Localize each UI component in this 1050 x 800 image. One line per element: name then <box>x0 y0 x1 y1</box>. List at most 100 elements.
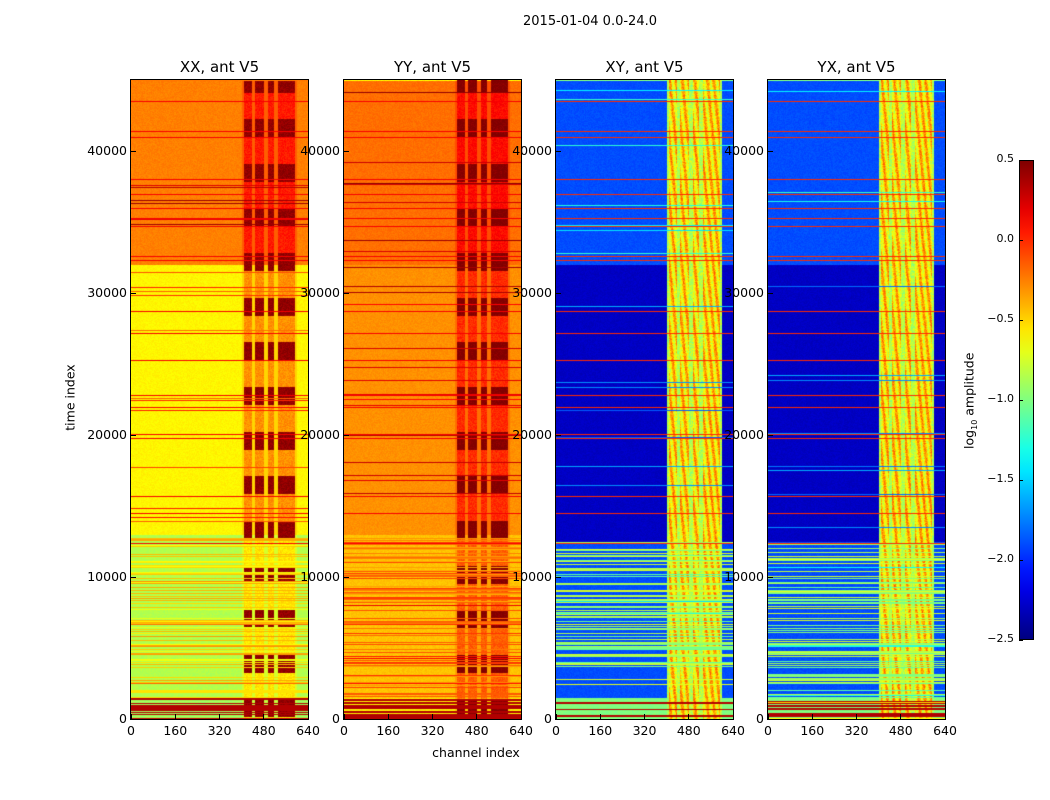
heatmap-panel-2: XY, ant V5 0 160 320 480 640 0 10000 20000 30000 4… <box>512 58 745 738</box>
x-tick <box>644 714 645 719</box>
x-tick-label: 160 <box>376 723 401 738</box>
x-tick <box>688 714 690 719</box>
x-tick-label: 320 <box>207 723 232 738</box>
colorbar-tick <box>1019 320 1023 321</box>
axes-frame <box>555 79 734 720</box>
x-axis-label: channel index <box>432 745 520 760</box>
heatmap-image <box>768 80 945 719</box>
axes-frame <box>767 79 946 720</box>
x-tick <box>944 714 946 719</box>
x-tick-label: 480 <box>251 723 276 738</box>
x-tick <box>767 714 769 719</box>
y-tick <box>556 434 561 436</box>
y-tick <box>131 576 136 578</box>
x-tick <box>343 714 345 719</box>
colorbar-tick-label: 0.0 <box>996 232 1015 245</box>
colorbar-tick-label: −1.5 <box>987 472 1014 485</box>
y-tick-label: 30000 <box>724 285 764 300</box>
y-tick <box>131 434 136 436</box>
y-tick-label: 40000 <box>724 143 764 158</box>
panel-title: XY, ant V5 <box>605 58 684 76</box>
x-tick <box>174 714 176 719</box>
y-tick-label: 30000 <box>300 285 340 300</box>
y-tick <box>768 576 773 578</box>
x-tick <box>520 714 522 719</box>
heatmap-image <box>344 80 521 719</box>
y-tick-label: 10000 <box>724 569 764 584</box>
x-tick-label: 640 <box>933 723 957 738</box>
x-tick-label: 640 <box>721 723 745 738</box>
x-tick-label: 480 <box>464 723 489 738</box>
x-tick <box>387 714 389 719</box>
y-tick-label: 0 <box>544 711 552 726</box>
y-tick-label: 30000 <box>512 285 552 300</box>
y-tick <box>556 576 561 578</box>
x-tick <box>307 714 309 719</box>
y-tick <box>131 150 136 152</box>
x-tick-label: 160 <box>588 723 613 738</box>
y-tick-label: 10000 <box>300 569 340 584</box>
x-tick-label: 320 <box>632 723 657 738</box>
colorbar-label: log10 amplitude <box>961 352 979 449</box>
x-tick-label: 320 <box>420 723 445 738</box>
panel-title: XX, ant V5 <box>179 58 260 76</box>
colorbar-tick <box>1019 400 1023 401</box>
y-tick <box>344 718 349 720</box>
x-tick <box>263 714 265 719</box>
axes-frame <box>130 79 309 720</box>
colorbar-tick-label: −2.5 <box>987 632 1014 645</box>
x-tick <box>732 714 734 719</box>
y-tick <box>344 292 349 294</box>
y-tick <box>768 718 773 720</box>
y-tick-label: 40000 <box>512 143 552 158</box>
colorbar-tick <box>1019 560 1023 561</box>
y-tick <box>344 576 349 578</box>
x-tick-label: 0 <box>127 723 135 738</box>
y-tick-label: 20000 <box>512 427 552 442</box>
y-tick-label: 30000 <box>87 285 127 300</box>
x-tick <box>555 714 557 719</box>
heatmap-panel-0: XX, ant V5 0 160 320 480 640 0 10000 20000 30000 4… <box>87 58 320 738</box>
axes-frame <box>343 79 522 720</box>
x-tick <box>476 714 478 719</box>
y-tick <box>768 292 773 294</box>
x-tick <box>599 714 601 719</box>
y-tick <box>768 434 773 436</box>
y-tick-label: 10000 <box>512 569 552 584</box>
y-tick <box>556 150 561 152</box>
x-tick <box>900 714 902 719</box>
y-tick-label: 40000 <box>300 143 340 158</box>
heatmap-panel-3: YX, ant V5 0 160 320 480 640 0 10000 20000 30000 4… <box>724 58 957 738</box>
y-tick <box>768 150 773 152</box>
x-tick-label: 640 <box>509 723 533 738</box>
colorbar-tick <box>1019 160 1023 161</box>
colorbar-tick-label: −2.0 <box>987 552 1014 565</box>
y-tick-label: 0 <box>119 711 127 726</box>
panel-title: YX, ant V5 <box>817 58 896 76</box>
y-tick <box>556 292 561 294</box>
y-tick-label: 10000 <box>87 569 127 584</box>
x-tick-label: 320 <box>844 723 869 738</box>
x-tick-label: 0 <box>340 723 348 738</box>
y-tick-label: 0 <box>332 711 340 726</box>
heatmap-panel-1: YY, ant V5 0 160 320 480 640 0 10000 20000 30000 4… <box>300 58 533 738</box>
x-tick <box>811 714 813 719</box>
colorbar-tick <box>1019 240 1023 241</box>
x-tick-label: 160 <box>800 723 825 738</box>
colorbar-tick-label: 0.5 <box>996 152 1015 165</box>
y-tick-label: 20000 <box>300 427 340 442</box>
y-tick <box>344 434 349 436</box>
y-tick <box>131 292 136 294</box>
panel-title: YY, ant V5 <box>393 58 471 76</box>
y-tick <box>556 718 561 720</box>
x-tick <box>432 714 433 719</box>
x-tick-label: 160 <box>163 723 188 738</box>
x-tick <box>219 714 220 719</box>
y-tick <box>131 718 136 720</box>
x-tick-label: 480 <box>676 723 701 738</box>
x-tick-label: 640 <box>296 723 320 738</box>
colorbar-tick-label: −1.0 <box>987 392 1014 405</box>
x-tick <box>856 714 857 719</box>
x-tick-label: 480 <box>888 723 913 738</box>
